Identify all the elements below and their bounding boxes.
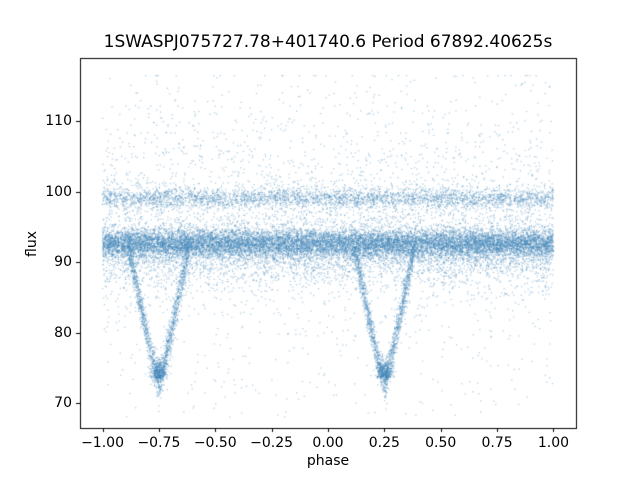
x-axis-label: phase: [306, 453, 350, 469]
x-tick-label: 0.00: [312, 435, 344, 451]
x-tick-label: −0.25: [250, 435, 294, 451]
x-tick-label: 0.25: [368, 435, 400, 451]
chart-title: 1SWASPJ075727.78+401740.6 Period 67892.4…: [103, 32, 553, 52]
y-tick-label: 80: [54, 324, 72, 341]
y-tick-label: 70: [54, 395, 72, 412]
x-tick-label: 1.00: [537, 435, 570, 451]
y-tick-label: 110: [45, 113, 72, 130]
x-tick-label: −1.00: [81, 435, 124, 451]
x-tick-label: −0.50: [193, 435, 237, 451]
y-axis-label: flux: [24, 231, 40, 257]
x-tick-label: −0.75: [137, 435, 181, 451]
y-tick-label: 90: [54, 254, 72, 271]
y-tick-label: 100: [45, 183, 72, 200]
x-tick-label: 0.75: [481, 435, 513, 451]
x-tick-label: 0.50: [425, 435, 457, 451]
